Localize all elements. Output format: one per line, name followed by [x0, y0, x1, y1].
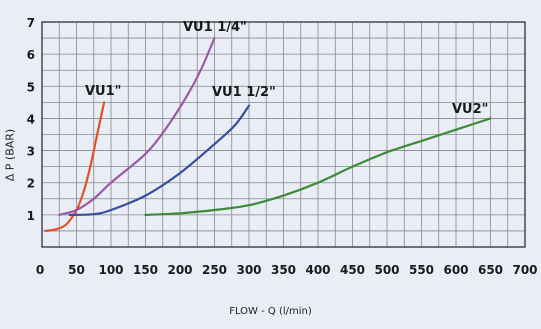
x-tick-label: 550	[409, 263, 434, 277]
y-axis-label: Δ P (BAR)	[3, 128, 17, 182]
series-label: VU1"	[85, 84, 121, 99]
series-line	[144, 117, 492, 216]
series-label: VU1 1/2"	[212, 85, 276, 100]
y-tick-label: 1	[27, 209, 35, 223]
x-tick-label: 100	[98, 263, 123, 277]
series-label: VU2"	[452, 102, 488, 117]
x-tick-label: 450	[340, 263, 365, 277]
x-tick-label: 0	[36, 263, 44, 277]
y-tick-label: 2	[27, 177, 35, 191]
y-tick-label: 4	[27, 112, 35, 126]
x-tick-label: 600	[443, 263, 468, 277]
y-tick-label: 7	[27, 16, 35, 30]
x-tick-label: 200	[167, 263, 192, 277]
y-tick-label: 3	[27, 145, 35, 159]
x-tick-label: 400	[305, 263, 330, 277]
x-tick-label: 150	[133, 263, 158, 277]
x-tick-label: 500	[374, 263, 399, 277]
x-tick-label: 50	[68, 263, 85, 277]
plot-frame	[41, 21, 526, 248]
series-layer	[44, 37, 492, 232]
grid-layer	[42, 22, 525, 247]
tick-label-layer: 0 50 100 150 200 250 300 350 400 450 500 550 600 650 7…	[27, 16, 538, 277]
x-axis-label: FLOW - Q (l/min)	[229, 306, 312, 317]
series-line	[68, 104, 251, 216]
y-tick-label: 5	[27, 80, 35, 94]
series-line	[44, 101, 106, 232]
series-label-layer: VU1" VU1 1/4" VU1 1/2" VU2"	[85, 20, 488, 117]
series-label: VU1 1/4"	[183, 20, 247, 35]
series-line	[58, 37, 216, 216]
x-tick-label: 350	[271, 263, 296, 277]
x-tick-label: 650	[478, 263, 503, 277]
x-tick-label: 300	[236, 263, 261, 277]
x-tick-label: 700	[512, 263, 537, 277]
axis-layer	[41, 21, 526, 248]
y-tick-label: 6	[27, 48, 35, 62]
y-axis-label-wrap: Δ P (BAR)	[0, 100, 20, 210]
x-tick-label: 250	[202, 263, 227, 277]
